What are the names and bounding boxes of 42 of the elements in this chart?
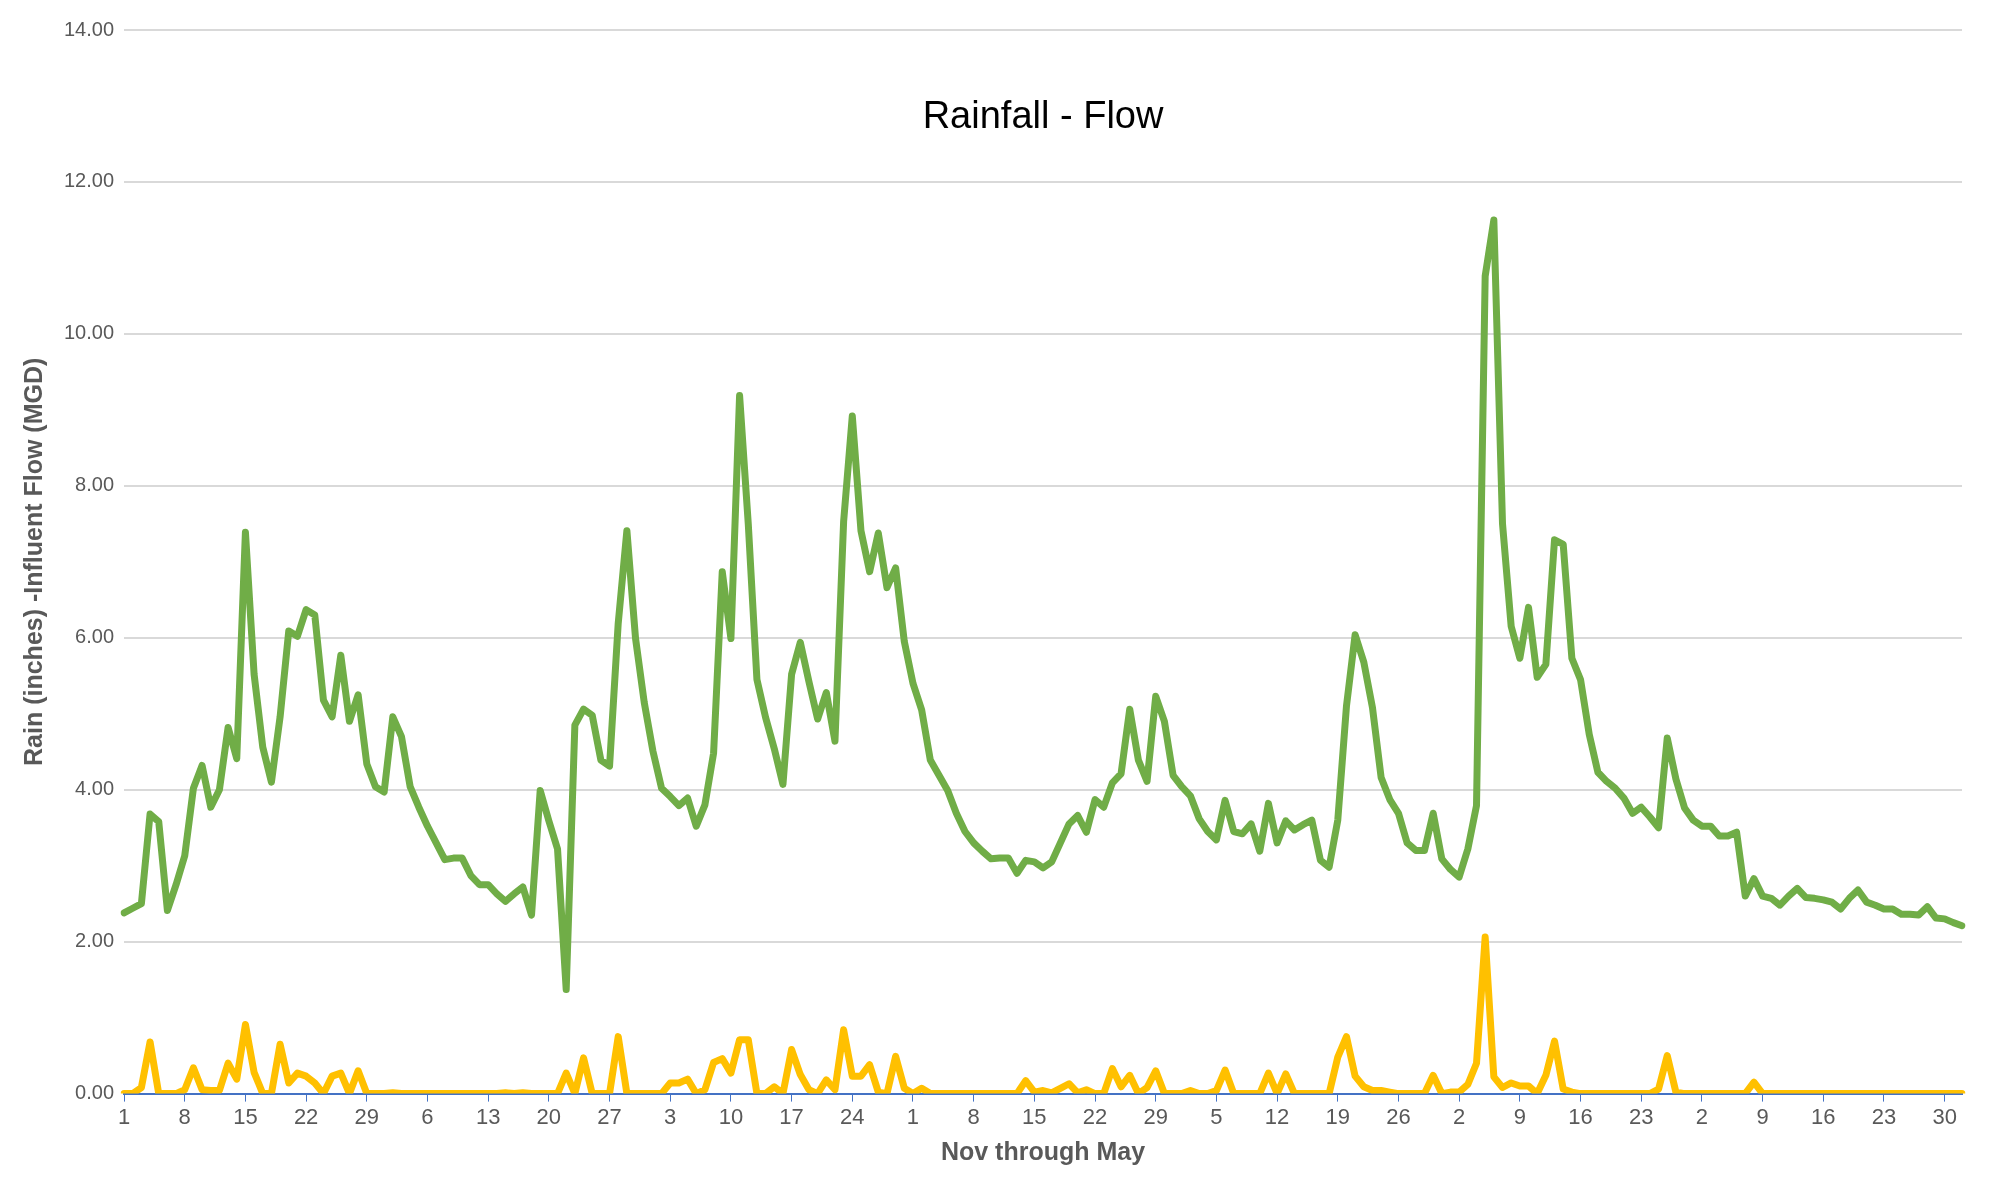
x-tick-label: 23 bbox=[1628, 1103, 1654, 1129]
x-tick-label: 23 bbox=[1871, 1103, 1897, 1129]
y-axis-title: Rain (inches) -Influent Flow (MGD) bbox=[18, 357, 47, 766]
y-tick-label: 14.00 bbox=[63, 17, 115, 40]
x-tick-label: 26 bbox=[1386, 1103, 1411, 1129]
x-tick-label: 16 bbox=[1568, 1103, 1593, 1129]
x-axis-title: Nov through May bbox=[940, 1136, 1146, 1165]
x-tick-label: 16 bbox=[1811, 1103, 1836, 1129]
x-tick-label: 1 bbox=[117, 1103, 131, 1129]
x-tick-label: 8 bbox=[967, 1103, 980, 1129]
x-tick-label: 15 bbox=[1022, 1103, 1047, 1129]
y-tick-label: 2.00 bbox=[75, 929, 115, 952]
x-tick-label: 24 bbox=[840, 1103, 865, 1129]
x-tick-label: 8 bbox=[178, 1103, 191, 1129]
x-tick-label: 19 bbox=[1325, 1103, 1351, 1129]
x-tick-label: 10 bbox=[718, 1103, 744, 1129]
x-tick-label: 2 bbox=[1695, 1103, 1709, 1129]
x-tick-label: 20 bbox=[536, 1103, 562, 1129]
x-tick-label: 29 bbox=[354, 1103, 380, 1129]
x-tick-label: 9 bbox=[1756, 1103, 1769, 1129]
x-tick-label: 12 bbox=[1264, 1103, 1290, 1129]
y-tick-label: 10.00 bbox=[63, 321, 115, 344]
x-tick-label: 2 bbox=[1453, 1103, 1466, 1129]
text: Rainfall - Flow bbox=[922, 94, 1164, 137]
y-tick-label: 0.00 bbox=[75, 1081, 115, 1104]
x-tick-label: 22 bbox=[1082, 1103, 1108, 1129]
x-tick-label: 1 bbox=[906, 1103, 920, 1129]
x-tick-label: 6 bbox=[421, 1103, 434, 1129]
x-tick-label: 27 bbox=[597, 1103, 622, 1129]
y-tick-label: 8.00 bbox=[75, 473, 115, 496]
x-tick-label: 15 bbox=[233, 1103, 258, 1129]
x-tick-label: 5 bbox=[1210, 1103, 1223, 1129]
y-tick-label: 12.00 bbox=[63, 169, 115, 192]
x-tick-label: 22 bbox=[293, 1103, 319, 1129]
y-tick-label: 6.00 bbox=[75, 625, 115, 648]
x-tick-label: 30 bbox=[1932, 1103, 1957, 1129]
x-tick-label: 29 bbox=[1143, 1103, 1168, 1129]
x-tick-label: 17 bbox=[779, 1103, 804, 1129]
x-tick-label: 13 bbox=[475, 1103, 501, 1129]
y-tick-label: 4.00 bbox=[75, 777, 115, 800]
x-tick-label: 9 bbox=[1513, 1103, 1526, 1129]
x-tick-label: 3 bbox=[664, 1103, 677, 1129]
